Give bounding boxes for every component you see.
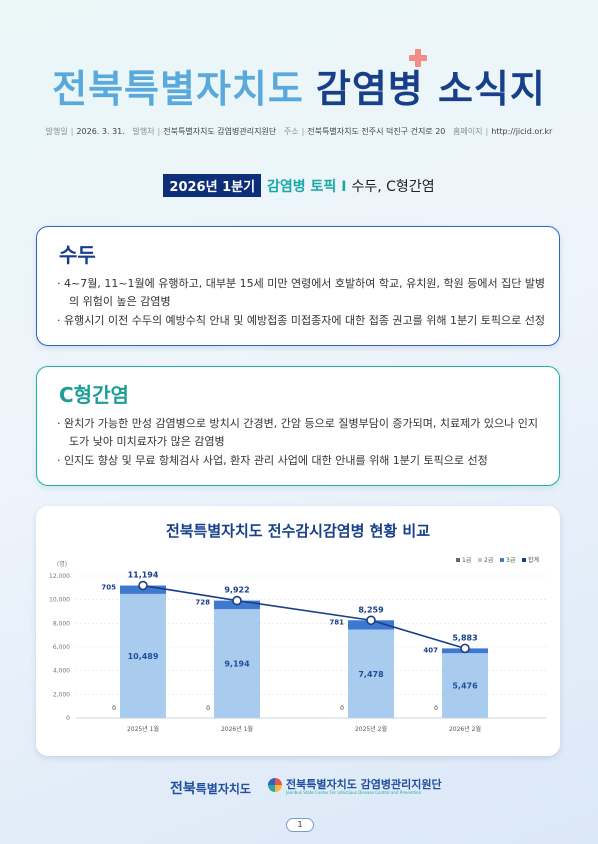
- legend-entry: 1급: [462, 557, 472, 564]
- legend-entry: 3급: [506, 557, 516, 564]
- y-tick-label: 10,000: [49, 597, 70, 604]
- chart-title: 전북특별자치도 전수감시감염병 현황 비교: [165, 522, 431, 540]
- data-label-class1: 0: [206, 705, 210, 712]
- total-point: [232, 595, 242, 606]
- bullet-item: · 유행시기 이전 수두의 예방수칙 안내 및 예방접종 미접종자에 대한 접종…: [57, 314, 545, 327]
- section-bullets: · 완치가 가능한 만성 감염병으로 방치시 간경변, 간암 등으로 질병부담이…: [57, 415, 547, 471]
- x-tick-label: 2026년 1월: [221, 725, 253, 733]
- newsletter-header: 전북특별자치도 감염병 소식지: [0, 49, 598, 113]
- data-label-total: 5,883: [452, 633, 477, 642]
- y-tick-label: 0: [66, 715, 70, 722]
- y-tick-label: 6,000: [53, 644, 70, 651]
- address: 전북특별자치도 전주시 덕진구 건지로 20: [307, 127, 446, 136]
- logo-text-sub: 특별자치도: [195, 782, 251, 796]
- bar-segment-class2: [442, 653, 488, 718]
- footer: 전북특별자치도 전북특별자치도 감염병관리지원단 Jeonbuk State C…: [0, 776, 598, 798]
- bar-segment-class2: [348, 629, 394, 718]
- section-card-hepatitis-c: C형간염 · 완치가 가능한 만성 감염병으로 방치시 간경변, 간암 등으로 …: [36, 366, 560, 486]
- y-axis-unit: (명): [57, 560, 67, 568]
- data-label-total: 11,194: [128, 571, 159, 580]
- section-title: 수두: [59, 243, 96, 267]
- topic-heading: 2026년 1분기 감염병 토픽 I 수두, C형간염: [0, 174, 598, 197]
- center-name-english: Jeonbuk State Center For Infectious Dise…: [286, 790, 422, 795]
- section-bullets: · 4~7월, 11~1월에 유행하고, 대부분 15세 미만 연령에서 호발하…: [57, 275, 547, 331]
- section-title: C형간염: [59, 383, 129, 407]
- homepage-link[interactable]: http://jicid.or.kr: [491, 127, 553, 136]
- section-card-chickenpox: 수두 · 4~7월, 11~1월에 유행하고, 대부분 15세 미만 연령에서 …: [36, 226, 560, 346]
- data-label-class3: 407: [423, 646, 438, 654]
- data-label-total: 8,259: [358, 605, 384, 614]
- address-label: 주소: [283, 127, 299, 136]
- publisher: 전북특별자치도 감염병관리지원단: [163, 127, 277, 136]
- surveillance-bar-chart: (명) 0 2,000 4,000 6,000 8,000 10,000 12,000 10,4…: [49, 556, 546, 733]
- data-label-class1: 0: [434, 705, 438, 712]
- x-tick-label: 2025년 2월: [355, 725, 387, 733]
- title-region: 전북특별자치도: [52, 67, 304, 111]
- page-title: 전북특별자치도 감염병 소식지: [52, 49, 546, 113]
- y-tick-label: 2,000: [53, 691, 70, 698]
- data-label-class3: 705: [101, 584, 116, 592]
- legend-entry: 2급: [484, 557, 494, 564]
- data-label-class2: 9,194: [224, 660, 250, 669]
- total-point: [366, 615, 376, 626]
- quarter-badge: 2026년 1분기: [163, 174, 262, 197]
- data-label-class2: 10,489: [128, 652, 159, 661]
- bullet-item: · 4~7월, 11~1월에 유행하고, 대부분 15세 미만 연령에서 호발하…: [57, 277, 546, 308]
- title-newsletter: 감염병 소식지: [315, 67, 546, 111]
- y-tick-label: 4,000: [53, 668, 70, 675]
- medical-cross-icon: [409, 49, 428, 67]
- legend-swatch: [522, 558, 526, 562]
- data-label-class2: 7,478: [358, 670, 384, 679]
- page-number: 1: [286, 818, 314, 832]
- issue-date: 2026. 3. 31.: [76, 127, 125, 136]
- data-label-class2: 5,476: [452, 682, 478, 691]
- total-point: [460, 643, 470, 654]
- data-label-class1: 0: [340, 705, 344, 712]
- issue-date-label: 발행일: [45, 127, 68, 136]
- bar-segment-class2: [120, 593, 166, 718]
- bar-segment-class2: [214, 609, 260, 718]
- legend-swatch: [478, 558, 482, 562]
- legend-swatch: [500, 558, 504, 562]
- y-tick-label: 8,000: [53, 620, 70, 627]
- bullet-item: · 인지도 향상 및 무료 항체검사 사업, 환자 관리 사업에 대한 안내를 …: [57, 454, 488, 467]
- data-label-class3: 728: [195, 599, 210, 607]
- center-emblem-icon: [268, 778, 282, 792]
- chart-card: 전북특별자치도 전수감시감염병 현황 비교 (명) 0 2,000 4,000 6,00…: [36, 506, 560, 756]
- data-label-total: 9,922: [224, 586, 249, 595]
- legend-swatch: [456, 558, 460, 562]
- center-logo: 전북특별자치도 감염병관리지원단 Jeonbuk State Center Fo…: [268, 776, 468, 796]
- data-label-class3: 781: [329, 618, 344, 626]
- total-point: [138, 580, 148, 591]
- publication-info: 발행일 | 2026. 3. 31. 발행처 | 전북특별자치도 감염병관리지원단 주소…: [45, 127, 553, 136]
- jeonbuk-logo: 전북특별자치도: [170, 778, 251, 798]
- data-label-class1: 0: [112, 705, 116, 712]
- homepage-label: 홈페이지: [453, 127, 483, 136]
- legend-entry: 합계: [528, 556, 539, 564]
- total-line: [142, 584, 466, 650]
- x-tick-label: 2025년 1월: [127, 725, 159, 733]
- publisher-label: 발행처: [132, 127, 155, 136]
- y-tick-label: 12,000: [49, 573, 70, 580]
- topic-subjects: 수두, C형간염: [351, 179, 435, 195]
- x-tick-label: 2026년 2월: [449, 725, 481, 733]
- center-name: 전북특별자치도 감염병관리지원단: [286, 778, 442, 791]
- topic-category: 감염병 토픽 I: [267, 179, 347, 195]
- logo-text-main: 전북: [170, 781, 196, 797]
- bullet-item: · 완치가 가능한 만성 감염병으로 방치시 간경변, 간암 등으로 질병부담이…: [57, 417, 538, 448]
